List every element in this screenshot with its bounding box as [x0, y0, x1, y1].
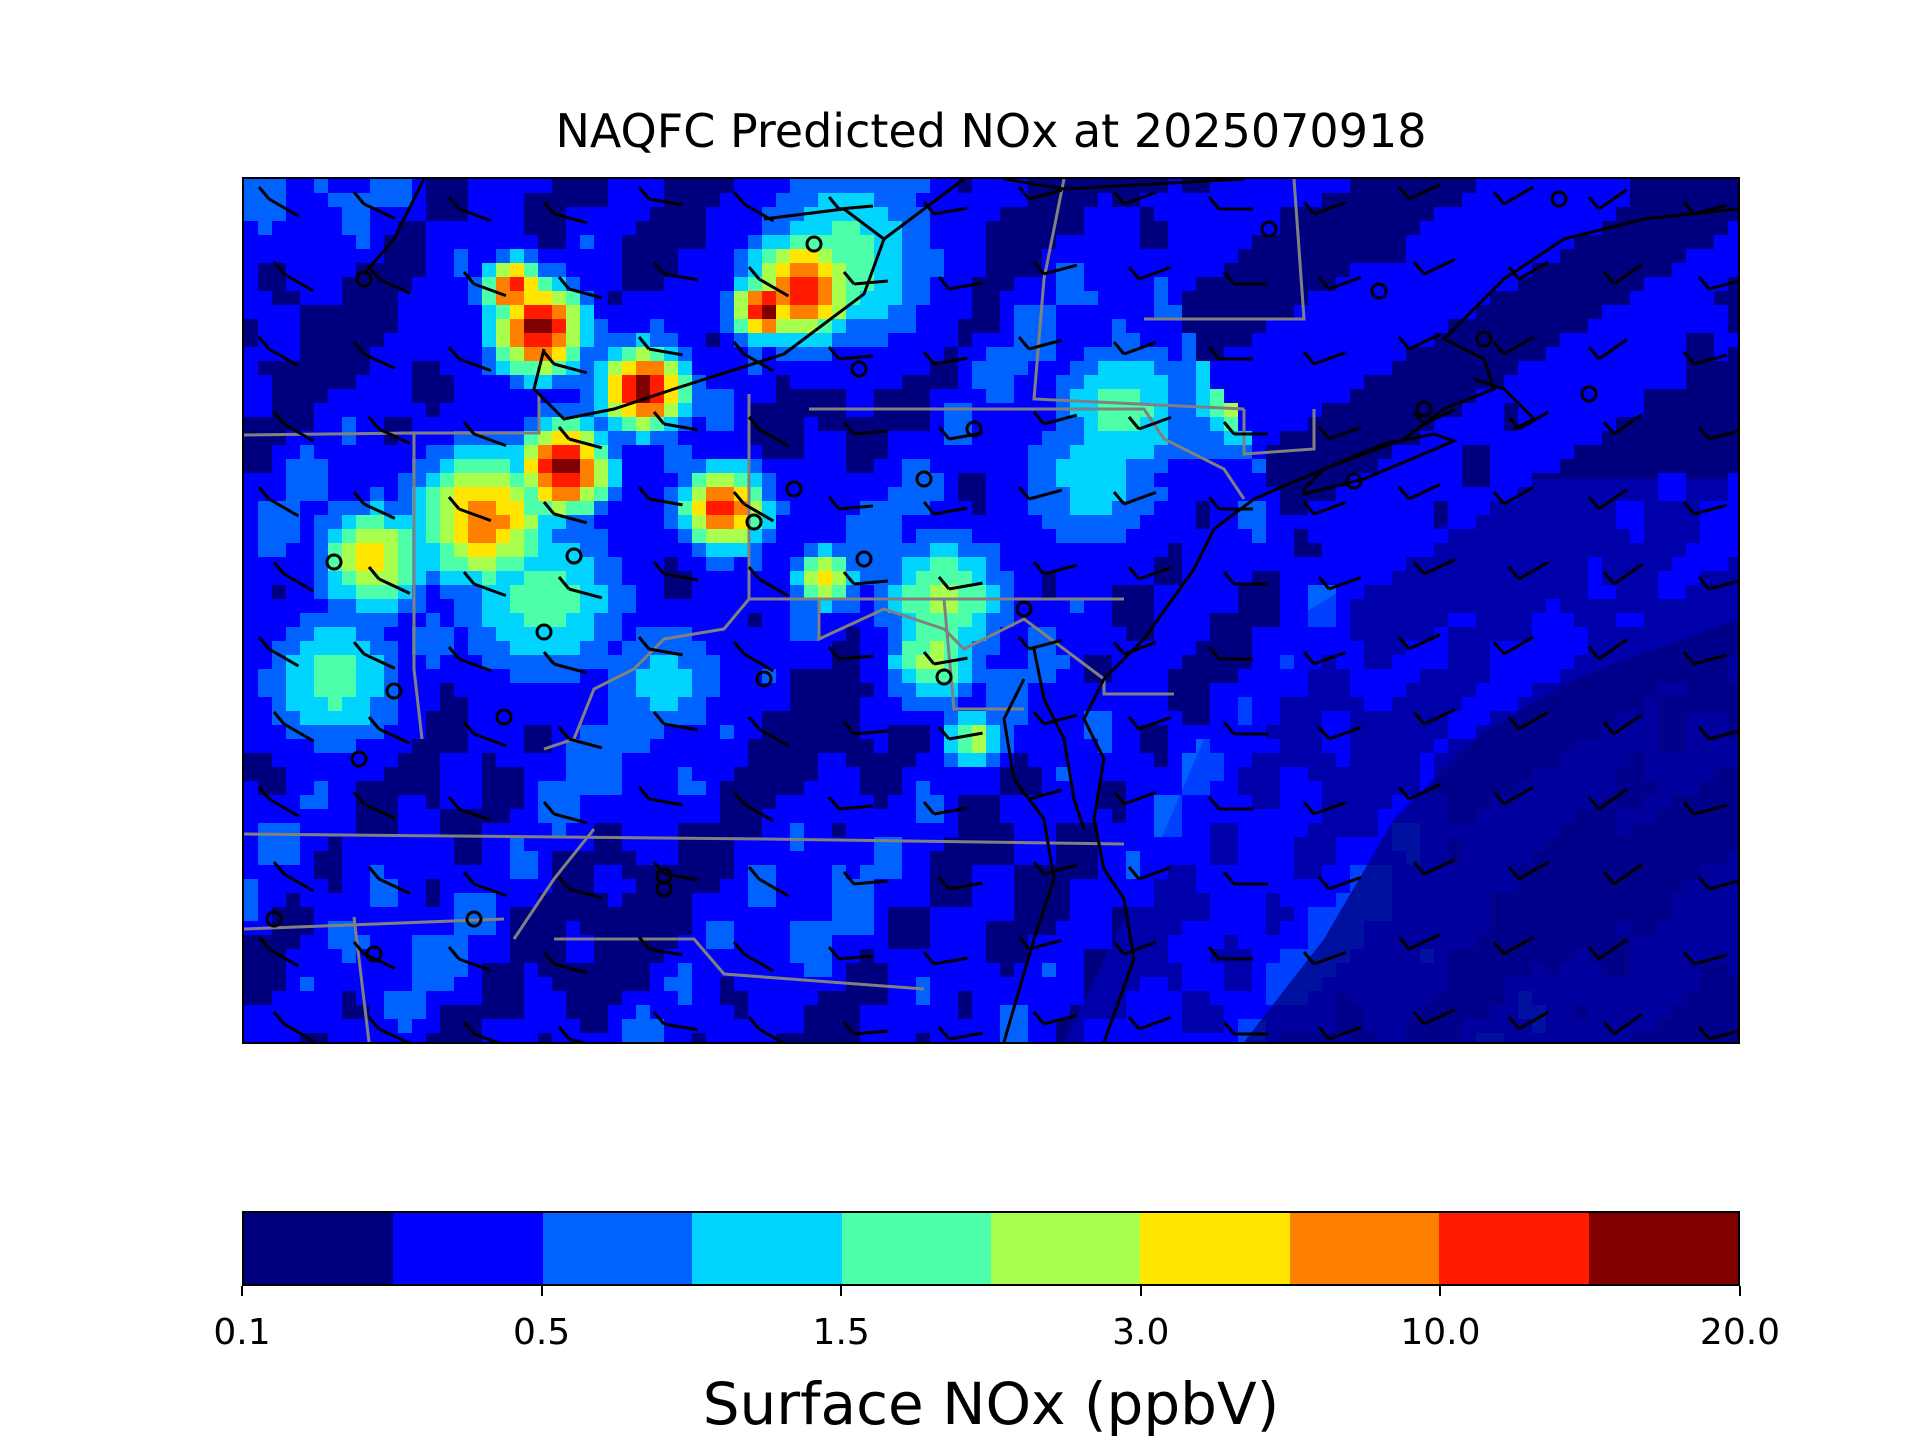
map-panel: [242, 177, 1740, 1044]
colorbar: [242, 1211, 1740, 1286]
colorbar-tick: [840, 1286, 843, 1296]
colorbar-segment-9: [1588, 1213, 1739, 1284]
colorbar-segment-5: [991, 1213, 1141, 1284]
colorbar-segment-6: [1140, 1213, 1290, 1284]
colorbar-tick: [241, 1286, 243, 1296]
colorbar-tick-label: 10.0: [1400, 1312, 1481, 1353]
monitoring-stations: [265, 190, 1598, 963]
coastline: [362, 179, 1738, 1042]
ocean-region: [1064, 479, 1738, 1042]
map-title: NAQFC Predicted NOx at 2025070918: [555, 104, 1427, 158]
colorbar-segment-8: [1439, 1213, 1589, 1284]
colorbar-tick: [1739, 1286, 1741, 1296]
colorbar-segment-2: [542, 1213, 693, 1284]
wind-barbs: [257, 183, 1738, 1042]
colorbar-tick-label: 0.1: [213, 1312, 271, 1353]
colorbar-segment-0: [244, 1213, 394, 1284]
nox-map: [244, 179, 1738, 1042]
colorbar-tick: [1139, 1286, 1142, 1296]
colorbar-segment-7: [1289, 1213, 1440, 1284]
colorbar-tick-label: 20.0: [1699, 1312, 1781, 1353]
colorbar-tick-label: 0.5: [512, 1312, 571, 1353]
colorbar-tick-label: 3.0: [1112, 1312, 1170, 1353]
colorbar-segment-3: [692, 1213, 842, 1284]
colorbar-tick: [1439, 1286, 1442, 1296]
colorbar-segment-4: [841, 1213, 992, 1284]
colorbar-segment-1: [393, 1213, 543, 1284]
concentration-grid: [244, 179, 1738, 1042]
colorbar-tick: [540, 1286, 543, 1296]
state-borders: [244, 179, 1316, 1042]
colorbar-title: Surface NOx (ppbV): [702, 1370, 1280, 1438]
colorbar-tick-label: 1.5: [812, 1312, 870, 1353]
